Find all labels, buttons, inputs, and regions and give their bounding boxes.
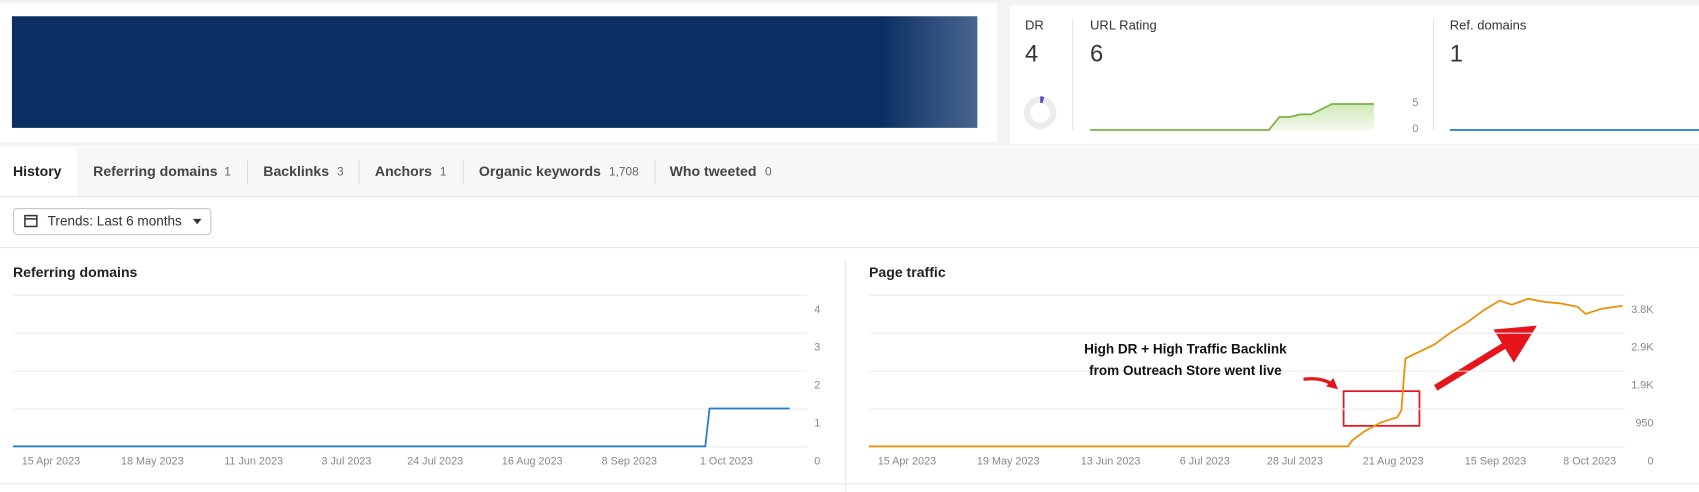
chart-title: Page traffic — [869, 264, 946, 280]
metric-value: 4 — [1025, 41, 1038, 68]
y-tick-label: 950 — [1635, 418, 1653, 430]
active-tab[interactable] — [0, 147, 77, 198]
trend-arrow — [1434, 325, 1537, 391]
x-tick-label: 6 Jul 2023 — [1180, 455, 1230, 467]
tab-label[interactable]: Backlinks — [263, 163, 329, 179]
y-tick-label: 5 — [1412, 97, 1418, 109]
y-tick-label: 0 — [1412, 123, 1418, 135]
x-tick-label: 13 Jun 2023 — [1081, 455, 1141, 467]
y-tick-label: 3.8K — [1631, 304, 1654, 316]
tab-count: 1,708 — [609, 164, 639, 178]
dr-arc — [1023, 96, 1057, 129]
metric-label: Ref. domains — [1450, 17, 1527, 32]
sparkline — [1090, 103, 1374, 131]
metric-value: 6 — [1090, 41, 1103, 68]
x-tick-label: 15 Apr 2023 — [878, 455, 936, 467]
x-tick-label: 28 Jul 2023 — [1267, 455, 1323, 467]
x-tick-label: 24 Jul 2023 — [407, 455, 463, 467]
y-tick-label: 1.9K — [1631, 380, 1654, 392]
tab-label[interactable]: Anchors — [375, 163, 432, 179]
series-line — [869, 297, 1623, 448]
tab-bar — [0, 147, 1699, 197]
tab-count: 1 — [224, 164, 231, 178]
sparkline-area — [1090, 104, 1374, 131]
tab-count: 1 — [440, 164, 447, 178]
x-tick-label: 3 Jul 2023 — [321, 455, 371, 467]
x-tick-label: 15 Sep 2023 — [1465, 455, 1526, 467]
calendar-icon — [24, 214, 38, 228]
y-tick-label: 3 — [814, 342, 820, 354]
annotation-arrow — [1303, 377, 1338, 390]
metric-label: DR — [1025, 17, 1044, 32]
caret — [192, 218, 202, 225]
tab-label[interactable]: Organic keywords — [479, 163, 601, 179]
metric-value: 1 — [1450, 41, 1463, 68]
y-tick-label: 2.9K — [1631, 342, 1654, 354]
trends-button[interactable] — [13, 208, 212, 236]
x-tick-label: 11 Jun 2023 — [224, 455, 283, 467]
x-tick-label: 18 May 2023 — [121, 455, 184, 467]
y-tick-label: 2 — [814, 380, 820, 392]
tab-label[interactable]: Referring domains — [93, 163, 218, 179]
metric-label: URL Rating — [1090, 17, 1157, 32]
x-tick-label: 8 Sep 2023 — [602, 455, 657, 467]
x-tick-label: 16 Aug 2023 — [502, 455, 563, 467]
series-line — [13, 407, 790, 448]
x-tick-label: 21 Aug 2023 — [1363, 455, 1424, 467]
x-tick-label: 8 Oct 2023 — [1563, 455, 1616, 467]
y-tick-label: 1 — [814, 418, 820, 430]
banner — [11, 16, 978, 128]
annotation: from Outreach Store went live — [1089, 363, 1282, 378]
tabs: History Referring domains 1 Backlinks 3 Ancho… — [13, 160, 772, 185]
y-tick-label: 0 — [814, 455, 820, 467]
tab-count: 3 — [337, 164, 344, 178]
y-tick-label: 4 — [814, 304, 820, 316]
x-tick-label: 15 Apr 2023 — [22, 455, 80, 467]
annotation: High DR + High Traffic Backlink — [1084, 342, 1287, 357]
x-tick-label: 19 May 2023 — [977, 455, 1040, 467]
tab-count: 0 — [765, 164, 772, 178]
chart-title: Referring domains — [13, 264, 138, 280]
x-tick-label: 1 Oct 2023 — [700, 455, 753, 467]
y-tick-label: 0 — [1647, 455, 1653, 467]
tab-label[interactable]: Who tweeted — [670, 163, 757, 179]
tab-label[interactable]: History — [13, 163, 62, 179]
trends-label[interactable]: Trends: Last 6 months — [48, 214, 182, 229]
